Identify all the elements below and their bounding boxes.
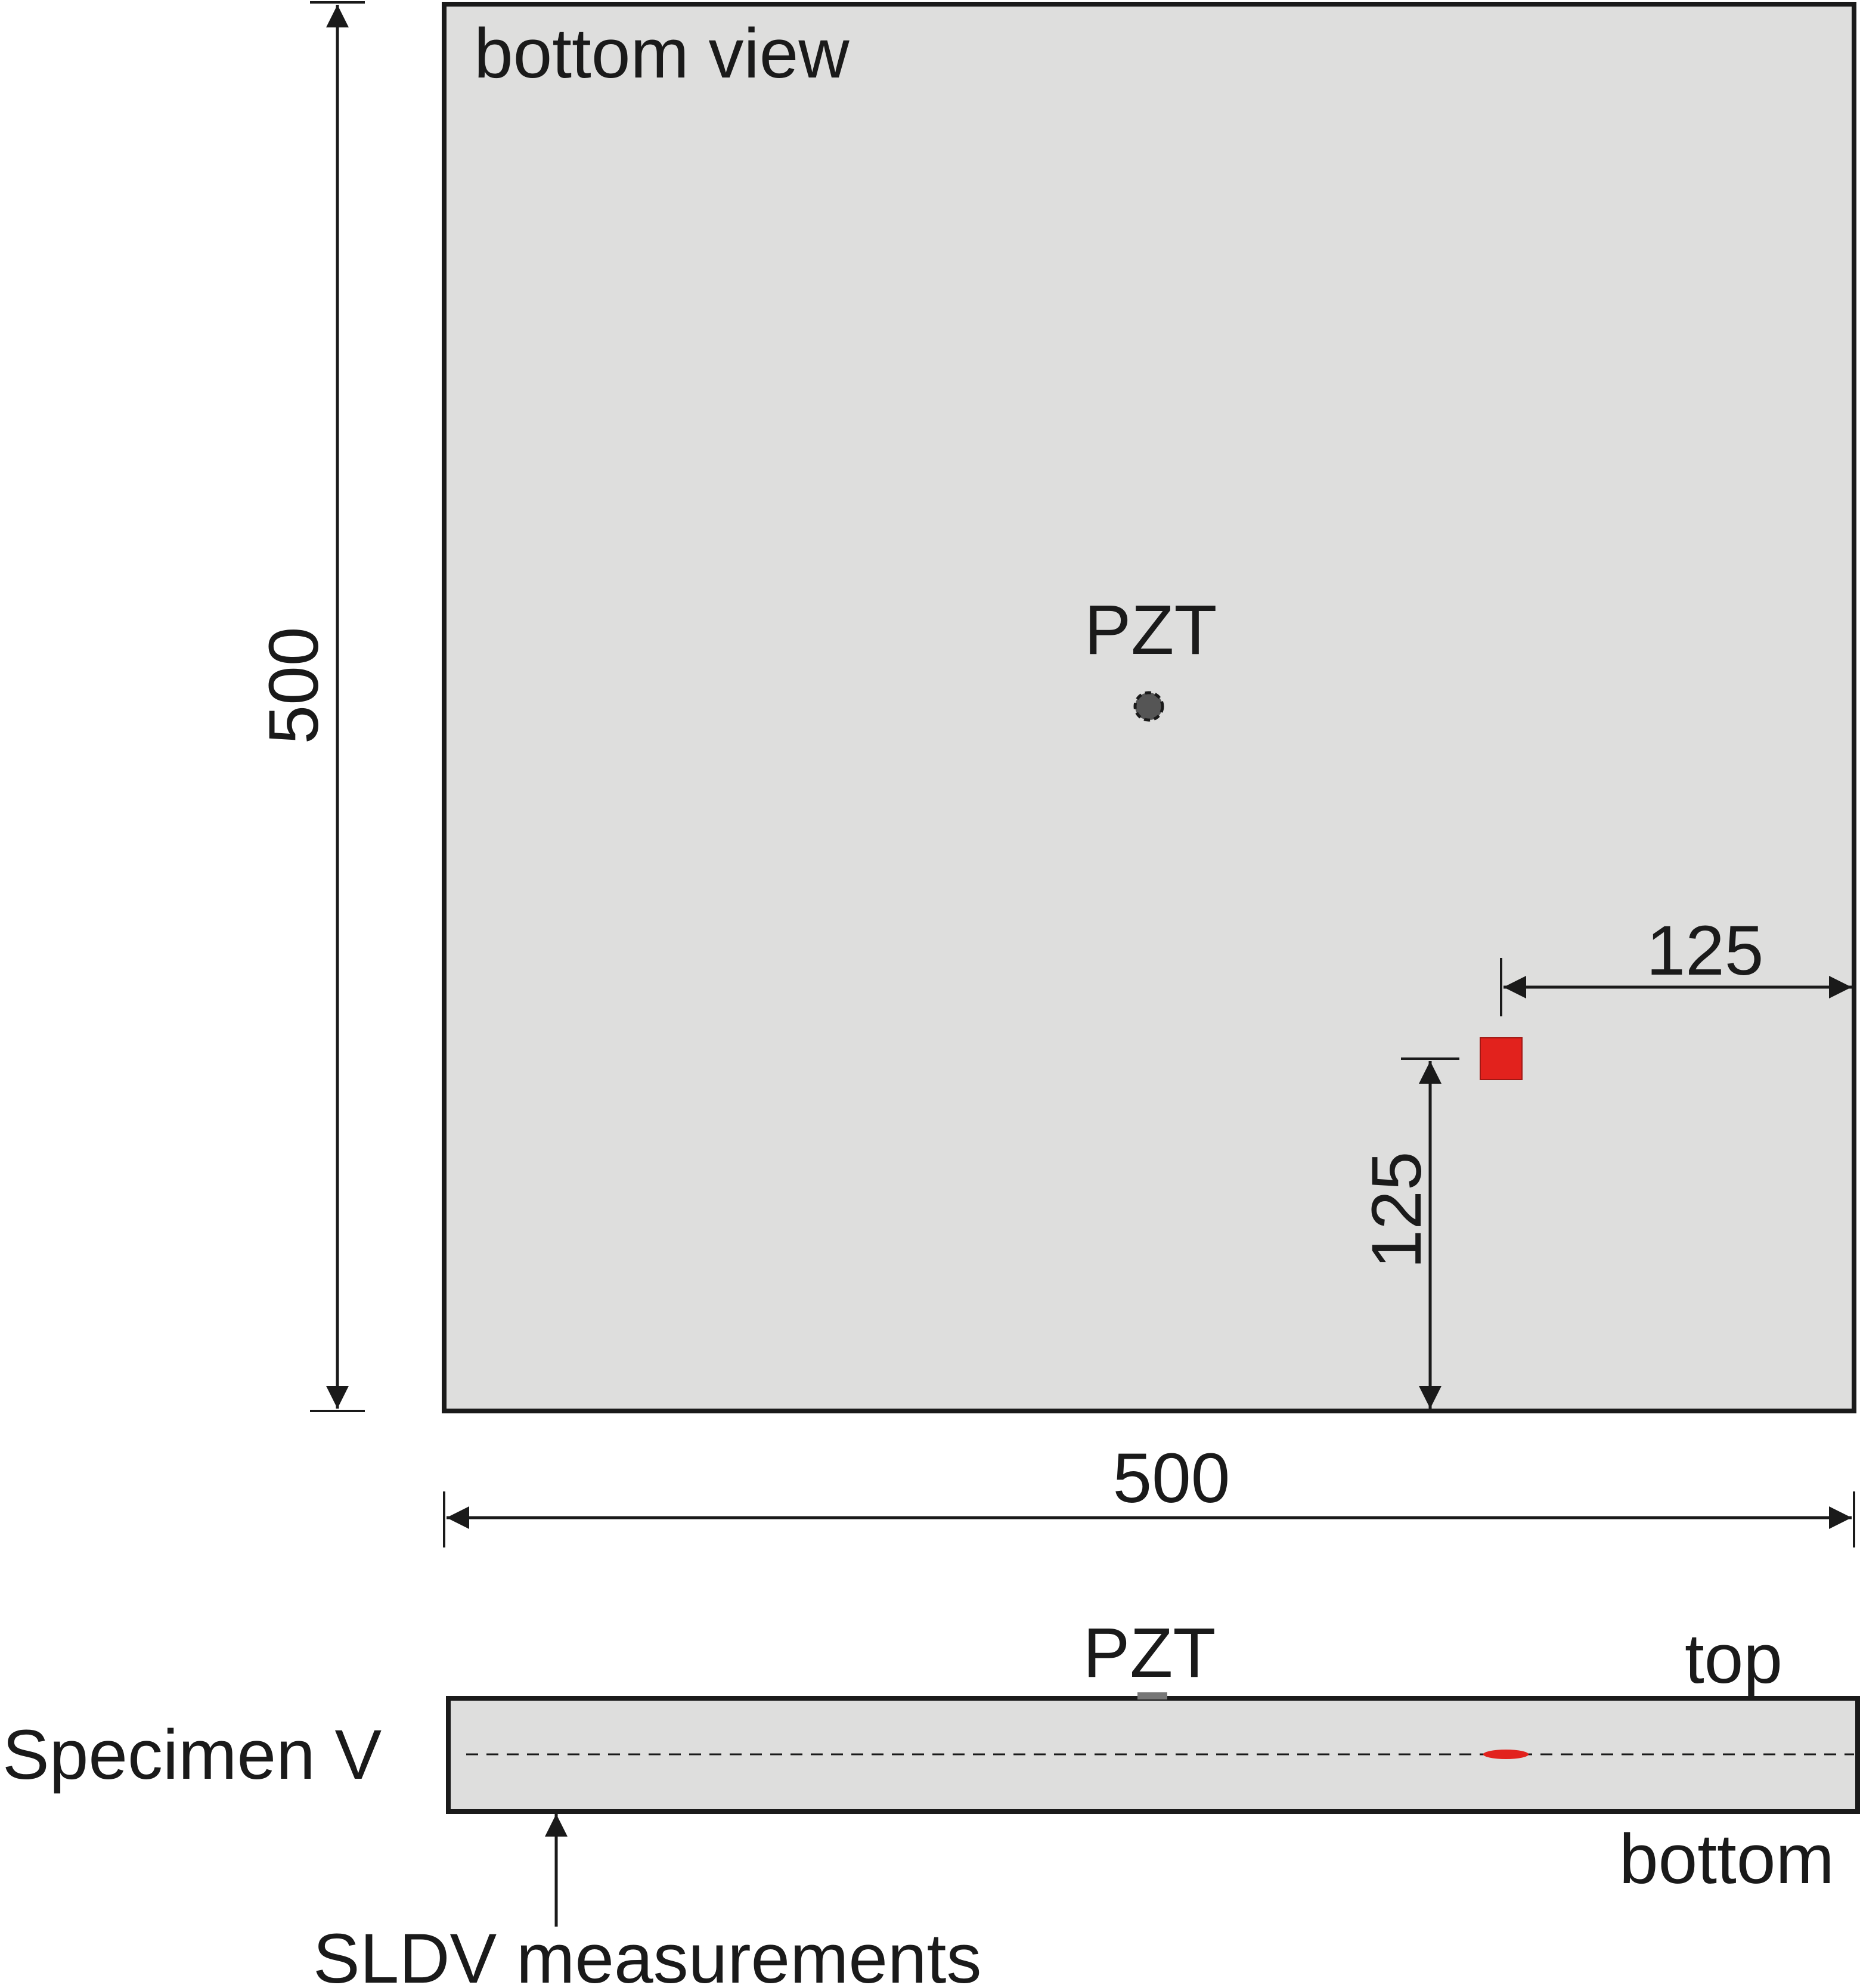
measurement-label: SLDV measurements bbox=[313, 1919, 981, 1988]
pzt-label-section: PZT bbox=[1083, 1614, 1216, 1692]
height-dimension-label: 500 bbox=[255, 627, 333, 745]
height-dimension bbox=[310, 1, 365, 1412]
defect-x-dimension-label: 125 bbox=[1647, 911, 1764, 990]
defect-y-dimension-label: 125 bbox=[1357, 1152, 1436, 1269]
defect-y-dimension bbox=[1401, 1057, 1459, 1409]
bottom-view-title: bottom view bbox=[474, 14, 850, 93]
top-label: top bbox=[1685, 1620, 1782, 1698]
pzt-sensor-section bbox=[1137, 1692, 1167, 1699]
specimen-label: Specimen V bbox=[2, 1716, 382, 1794]
defect-section bbox=[1483, 1750, 1529, 1759]
width-dimension bbox=[443, 1491, 1855, 1547]
defect-x-dimension bbox=[1500, 958, 1852, 1016]
width-dimension-label: 500 bbox=[1113, 1439, 1230, 1518]
pzt-label-plan: PZT bbox=[1084, 591, 1217, 669]
defect-marker bbox=[1480, 1037, 1523, 1080]
pzt-sensor-plan bbox=[1133, 691, 1164, 722]
bottom-label: bottom bbox=[1619, 1820, 1834, 1899]
